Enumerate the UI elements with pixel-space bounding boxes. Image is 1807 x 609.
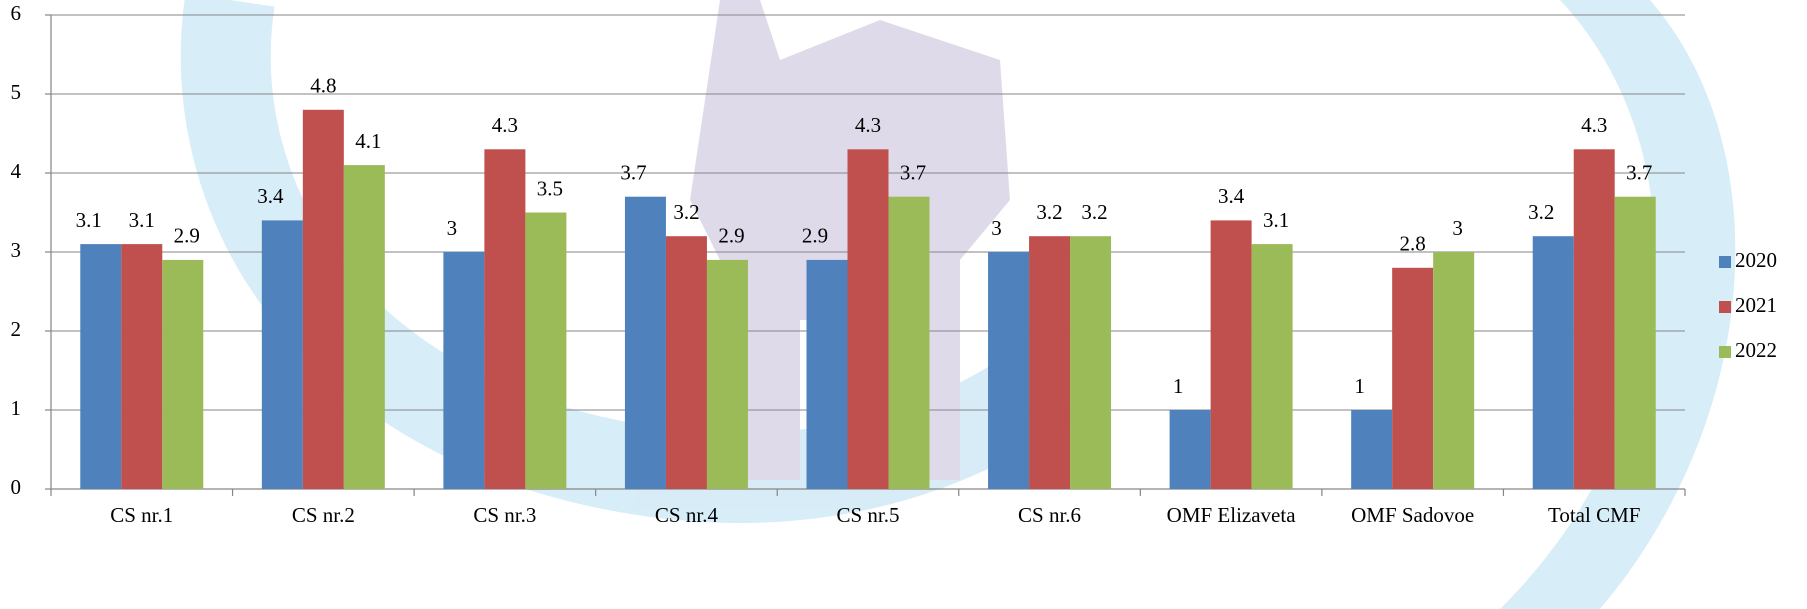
data-label: 3 — [1452, 216, 1463, 240]
x-tick-label: CS nr.5 — [836, 503, 899, 527]
bar — [624, 196, 666, 489]
bar — [1392, 267, 1434, 489]
data-label: 3.7 — [900, 161, 926, 185]
bar — [1070, 236, 1112, 489]
bar — [343, 165, 385, 489]
bar — [1614, 196, 1656, 489]
x-tick-label: CS nr.6 — [1018, 503, 1081, 527]
watermark-edge — [1500, 0, 1736, 609]
bar — [1169, 410, 1211, 489]
data-label: 3.7 — [1626, 161, 1652, 185]
bar — [525, 212, 567, 489]
data-label: 3.2 — [1036, 200, 1062, 224]
x-tick-label: CS nr.3 — [473, 503, 536, 527]
data-label: 3.1 — [1263, 208, 1289, 232]
legend-swatch — [1719, 256, 1731, 268]
bar — [1573, 149, 1615, 490]
bar — [1433, 252, 1475, 489]
data-label: 1 — [1354, 374, 1365, 398]
data-label: 4.3 — [1581, 113, 1607, 137]
data-label: 3.1 — [76, 208, 102, 232]
data-label: 2.9 — [174, 224, 200, 248]
x-tick-label: CS nr.2 — [292, 503, 355, 527]
bar — [806, 259, 848, 489]
bar — [665, 236, 707, 489]
legend-label: 2021 — [1735, 293, 1777, 317]
bar — [484, 149, 526, 490]
data-label: 4.3 — [492, 113, 518, 137]
bar — [888, 196, 930, 489]
y-tick-label: 1 — [11, 396, 22, 420]
bar — [1029, 236, 1071, 489]
x-tick-label: OMF Sadovoe — [1351, 503, 1474, 527]
legend-label: 2022 — [1735, 338, 1777, 362]
bar — [1532, 236, 1574, 489]
bar — [1210, 220, 1252, 489]
x-tick-label: OMF Elizaveta — [1167, 503, 1297, 527]
bar — [988, 252, 1030, 489]
data-label: 2.9 — [718, 224, 744, 248]
data-label: 3.2 — [1081, 200, 1107, 224]
data-label: 3.4 — [257, 184, 284, 208]
data-label: 4.3 — [855, 113, 881, 137]
bar — [1351, 410, 1393, 489]
data-label: 3 — [447, 216, 458, 240]
data-label: 1 — [1173, 374, 1184, 398]
data-label: 4.8 — [310, 74, 336, 98]
data-label: 3.4 — [1218, 184, 1245, 208]
data-label: 2.9 — [802, 224, 828, 248]
data-label: 4.1 — [355, 129, 381, 153]
y-tick-label: 0 — [11, 475, 22, 499]
y-tick-label: 5 — [11, 80, 22, 104]
bar — [121, 244, 163, 489]
bar — [847, 149, 889, 490]
data-label: 3.2 — [673, 200, 699, 224]
data-label: 3.1 — [129, 208, 155, 232]
y-tick-label: 4 — [11, 159, 22, 183]
data-label: 3.5 — [537, 176, 563, 200]
bar — [443, 252, 485, 489]
y-tick-label: 6 — [11, 1, 22, 25]
legend-label: 2020 — [1735, 248, 1777, 272]
x-tick-label: CS nr.4 — [655, 503, 719, 527]
data-label: 3 — [991, 216, 1002, 240]
bar — [261, 220, 303, 489]
x-tick-label: Total CMF — [1548, 503, 1640, 527]
bar — [706, 259, 748, 489]
data-label: 3.7 — [620, 161, 646, 185]
bar — [80, 244, 122, 489]
y-tick-label: 2 — [11, 317, 22, 341]
data-label: 2.8 — [1400, 232, 1426, 256]
bar — [162, 259, 204, 489]
x-tick-label: CS nr.1 — [110, 503, 173, 527]
data-label: 3.2 — [1528, 200, 1554, 224]
legend-swatch — [1719, 346, 1731, 358]
bar — [302, 109, 344, 490]
y-tick-label: 3 — [11, 238, 22, 262]
legend-swatch — [1719, 301, 1731, 313]
bar — [1251, 244, 1293, 489]
